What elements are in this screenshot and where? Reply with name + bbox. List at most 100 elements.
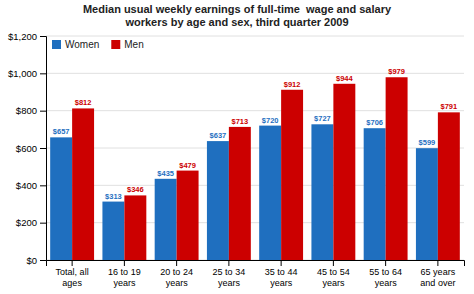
- x-tick: 55 to 64years: [369, 260, 402, 288]
- y-tick-label: $1,000: [8, 68, 37, 79]
- bar: [259, 126, 281, 260]
- bar: [438, 112, 460, 260]
- y-tick: $600: [16, 143, 46, 154]
- legend-item: Men: [111, 39, 143, 50]
- x-tick-label-line: and over: [420, 278, 455, 288]
- data-label: $979: [388, 67, 405, 76]
- bars: [50, 77, 460, 260]
- x-tick-mark: [437, 260, 438, 266]
- y-tick-mark: [40, 73, 46, 74]
- title-line: workers by age and sex, third quarter 20…: [124, 16, 348, 28]
- legend-item: Women: [52, 39, 99, 50]
- y-tick: $0: [26, 255, 46, 266]
- x-tick-label-line: 16 to 19: [108, 267, 141, 277]
- x-tick-mark: [385, 260, 386, 266]
- x-tick-label: 20 to 24years: [160, 267, 193, 287]
- legend-label: Men: [124, 39, 143, 50]
- data-label: $479: [179, 161, 196, 170]
- data-label: $706: [366, 118, 383, 127]
- x-tick-label-line: years: [322, 278, 345, 288]
- x-tick-mark: [72, 260, 73, 266]
- data-label: $435: [157, 169, 174, 178]
- y-tick: $200: [16, 217, 46, 228]
- grid-line: [46, 36, 464, 37]
- y-tick-mark: [40, 223, 46, 224]
- x-tick-mark: [228, 260, 229, 266]
- data-label: $812: [75, 98, 92, 107]
- bar: [207, 141, 229, 260]
- data-label: $713: [232, 117, 249, 126]
- legend: Women Men: [52, 39, 144, 50]
- bar: [386, 77, 408, 260]
- bar: [102, 202, 124, 260]
- x-tick-label: 25 to 34years: [213, 267, 246, 287]
- y-tick-label: $400: [16, 180, 37, 191]
- y-tick-mark: [40, 260, 46, 261]
- y-tick: $1,200: [8, 31, 46, 42]
- data-label: $727: [314, 114, 331, 123]
- x-tick-label-line: Total, all: [56, 267, 89, 277]
- bar: [50, 137, 72, 260]
- y-tick-mark: [40, 111, 46, 112]
- x-tick-mark: [124, 260, 125, 266]
- x-tick-label-line: 35 to 44: [265, 267, 298, 277]
- data-label: $720: [262, 116, 279, 125]
- x-tick: 25 to 34years: [213, 260, 246, 288]
- x-tick-label-line: years: [113, 278, 136, 288]
- legend-swatch: [52, 40, 61, 49]
- x-tick: 20 to 24years: [160, 260, 193, 288]
- y-axis: $0 $200 $400 $600 $800 $1,000 $1,200: [8, 31, 47, 266]
- bar: [72, 108, 94, 260]
- y-tick-label: $600: [16, 143, 37, 154]
- x-tick-label: 45 to 54years: [317, 267, 350, 287]
- title: Median usual weekly earnings of full-tim…: [83, 3, 392, 28]
- y-tick-label: $0: [26, 255, 37, 266]
- y-tick-mark: [40, 185, 46, 186]
- x-axis-line: [47, 261, 465, 267]
- y-tick-mark: [40, 148, 46, 149]
- x-tick-label-line: ages: [62, 278, 82, 288]
- x-tick-label-line: years: [375, 278, 398, 288]
- data-label: $944: [336, 74, 354, 83]
- x-tick: 16 to 19years: [108, 260, 141, 288]
- y-tick: $1,000: [8, 68, 46, 79]
- bar: [155, 179, 177, 260]
- data-labels: $657 $313 $435 $637 $720 $727 $706 $599 $812 $346…: [53, 67, 457, 200]
- x-tick-label: 16 to 19years: [108, 267, 141, 287]
- bar: [281, 90, 303, 260]
- data-label: $599: [419, 138, 436, 147]
- x-tick-label: Total, allages: [56, 267, 89, 287]
- y-tick-mark: [40, 36, 46, 37]
- x-tick-label: 65 yearsand over: [420, 267, 455, 287]
- x-tick-label: 35 to 44years: [265, 267, 298, 287]
- grid: [46, 36, 464, 260]
- x-axis: Total, allages16 to 19years20 to 24years…: [47, 260, 465, 288]
- bar: [229, 127, 251, 260]
- title-line: Median usual weekly earnings of full-tim…: [83, 3, 392, 15]
- x-tick-label: 55 to 64years: [369, 267, 402, 287]
- data-label: $346: [127, 185, 144, 194]
- x-tick-label-line: 45 to 54: [317, 267, 350, 277]
- x-tick: 65 yearsand over: [420, 260, 455, 288]
- bar: [311, 124, 333, 260]
- y-tick: $400: [16, 180, 46, 191]
- x-tick-label-line: 55 to 64: [369, 267, 402, 277]
- data-label: $313: [105, 192, 122, 201]
- x-tick-mark: [281, 260, 282, 266]
- chart: Median usual weekly earnings of full-tim…: [0, 0, 474, 294]
- y-tick-label: $200: [16, 217, 37, 228]
- legend-label: Women: [65, 39, 99, 50]
- x-tick: 35 to 44years: [265, 260, 298, 288]
- data-label: $637: [210, 131, 227, 140]
- x-tick-mark: [176, 260, 177, 266]
- y-tick-label: $800: [16, 105, 37, 116]
- data-label: $657: [53, 127, 70, 136]
- x-tick-label-line: 25 to 34: [213, 267, 246, 277]
- y-tick: $800: [16, 105, 46, 116]
- data-label: $912: [284, 80, 301, 89]
- x-tick-label-line: 65 years: [421, 267, 456, 277]
- x-tick-label-line: 20 to 24: [160, 267, 193, 277]
- x-tick-label-line: years: [218, 278, 241, 288]
- x-tick-label-line: years: [166, 278, 189, 288]
- bar: [177, 171, 199, 260]
